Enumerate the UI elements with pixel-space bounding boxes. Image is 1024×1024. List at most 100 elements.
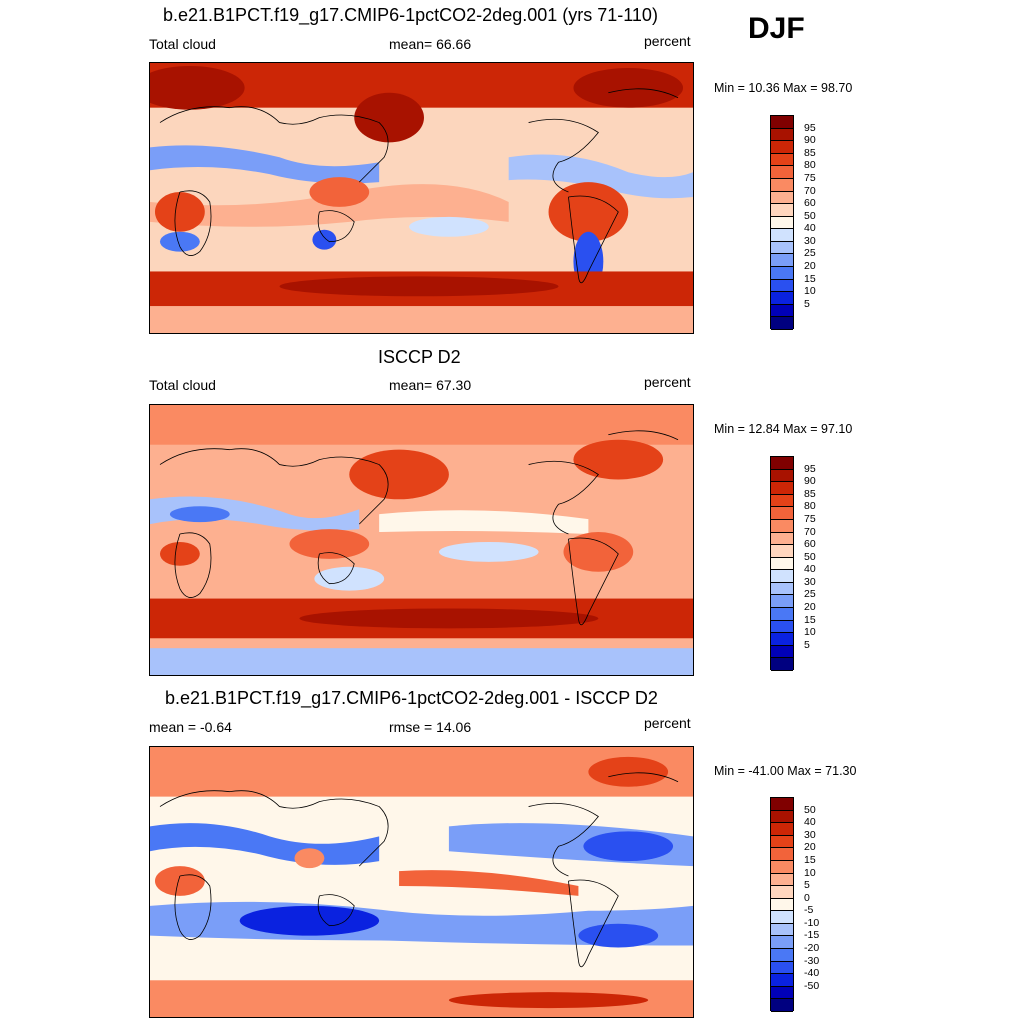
- colorbar-tick-label: 85: [804, 146, 816, 159]
- colorbar-segment: [771, 279, 793, 293]
- colorbar-segment: [771, 153, 793, 167]
- colorbar-tick-label: 20: [804, 601, 816, 614]
- colorbar-segment: [771, 810, 793, 824]
- panel-2-mean-label: mean= 67.30: [389, 377, 472, 393]
- colorbar-segment: [771, 254, 793, 268]
- colorbar-segment: [771, 570, 793, 583]
- colorbar-tick-label: -30: [804, 954, 820, 967]
- panel-2-variable-label: Total cloud: [149, 377, 216, 393]
- colorbar-segment: [771, 949, 793, 962]
- colorbar-tick-label: 80: [804, 159, 816, 172]
- colorbar-tick-label: 15: [804, 272, 816, 285]
- colorbar-segment: [771, 292, 793, 305]
- colorbar-tick-label: 50: [804, 803, 816, 816]
- colorbar-tick-label: 70: [804, 184, 816, 197]
- colorbar-segment: [771, 532, 793, 546]
- colorbar-tick-label: 15: [804, 853, 816, 866]
- colorbar-segment: [771, 860, 793, 874]
- colorbar-tick-label: 40: [804, 222, 816, 235]
- colorbar-tick-label: 50: [804, 550, 816, 563]
- colorbar-segment: [771, 986, 793, 1000]
- colorbar-tick-label: 80: [804, 500, 816, 513]
- colorbar-tick-label: 75: [804, 171, 816, 184]
- colorbar-segment: [771, 191, 793, 205]
- colorbar-segment: [771, 469, 793, 483]
- colorbar-segment: [771, 595, 793, 609]
- colorbar-segment: [771, 633, 793, 646]
- colorbar-segment: [771, 317, 793, 330]
- colorbar-segment: [771, 482, 793, 495]
- colorbar-segment: [771, 204, 793, 217]
- colorbar-segment: [771, 911, 793, 924]
- colorbar-tick-label: -5: [804, 904, 814, 917]
- colorbar-segment: [771, 961, 793, 975]
- colorbar-segment: [771, 936, 793, 950]
- colorbar-segment: [771, 494, 793, 508]
- colorbar-segment: [771, 457, 793, 470]
- colorbar-segment: [771, 798, 793, 811]
- colorbar-tick-label: 60: [804, 197, 816, 210]
- colorbar-tick-label: 5: [804, 879, 810, 892]
- colorbar-tick-label: 10: [804, 866, 816, 879]
- panel-1-units-label: percent: [644, 33, 691, 49]
- colorbar-tick-label: 10: [804, 285, 816, 298]
- colorbar-tick-label: 15: [804, 613, 816, 626]
- colorbar-tick-label: -20: [804, 942, 820, 955]
- colorbar-segment: [771, 974, 793, 987]
- panel-2-units-label: percent: [644, 374, 691, 390]
- colorbar-tick-label: -50: [804, 979, 820, 992]
- colorbar-segment: [771, 823, 793, 836]
- colorbar-segment: [771, 216, 793, 230]
- panel-3-rmse-label: rmse = 14.06: [389, 719, 472, 735]
- colorbar-segment: [771, 886, 793, 899]
- colorbar-segment: [771, 608, 793, 621]
- colorbar-segment: [771, 848, 793, 861]
- colorbar-segment: [771, 128, 793, 142]
- colorbar-segment: [771, 229, 793, 242]
- colorbar-segment: [771, 873, 793, 887]
- colorbar-segment: [771, 507, 793, 520]
- colorbar-tick-label: -40: [804, 967, 820, 980]
- colorbar-tick-label: 25: [804, 247, 816, 260]
- colorbar-tick-label: -10: [804, 916, 820, 929]
- colorbar-segment: [771, 999, 793, 1012]
- colorbar-segment: [771, 557, 793, 571]
- colorbar-tick-label: 70: [804, 525, 816, 538]
- panel-3-units-label: percent: [644, 715, 691, 731]
- panel-1-minmax: Min = 10.36 Max = 98.70: [714, 81, 853, 95]
- colorbar-segment: [771, 582, 793, 596]
- panel-1-variable-label: Total cloud: [149, 36, 216, 52]
- panel-3-title: b.e21.B1PCT.f19_g17.CMIP6-1pctCO2-2deg.0…: [165, 688, 658, 708]
- panel-1-title: b.e21.B1PCT.f19_g17.CMIP6-1pctCO2-2deg.0…: [163, 5, 658, 25]
- colorbar-tick-label: 75: [804, 512, 816, 525]
- panel-1-mean-label: mean= 66.66: [389, 36, 472, 52]
- colorbar-tick-label: 5: [804, 638, 810, 651]
- colorbar-tick-label: 90: [804, 134, 816, 147]
- colorbar-tick-label: 90: [804, 475, 816, 488]
- colorbar-segment: [771, 141, 793, 154]
- colorbar-segment: [771, 923, 793, 937]
- panel-3-map: [149, 746, 694, 1018]
- panel-2-title: ISCCP D2: [378, 347, 461, 367]
- colorbar-segment: [771, 267, 793, 280]
- colorbar-tick-label: 30: [804, 828, 816, 841]
- colorbar-tick-label: 40: [804, 563, 816, 576]
- colorbar-segment: [771, 116, 793, 129]
- colorbar-segment: [771, 545, 793, 558]
- colorbar-tick-label: 50: [804, 209, 816, 222]
- colorbar-segment: [771, 658, 793, 671]
- panel-2-map: [149, 404, 694, 676]
- colorbar-tick-label: 95: [804, 462, 816, 475]
- colorbar-tick-label: 25: [804, 588, 816, 601]
- colorbar-tick-label: -15: [804, 929, 820, 942]
- colorbar-tick-label: 30: [804, 575, 816, 588]
- colorbar-segment: [771, 241, 793, 255]
- colorbar-segment: [771, 898, 793, 912]
- colorbar-segment: [771, 178, 793, 192]
- panel-2-minmax: Min = 12.84 Max = 97.10: [714, 422, 853, 436]
- colorbar-tick-label: 95: [804, 121, 816, 134]
- panel-3-mean-label: mean = -0.64: [149, 719, 232, 735]
- colorbar-tick-label: 30: [804, 234, 816, 247]
- colorbar-segment: [771, 835, 793, 849]
- panel-3-minmax: Min = -41.00 Max = 71.30: [714, 764, 857, 778]
